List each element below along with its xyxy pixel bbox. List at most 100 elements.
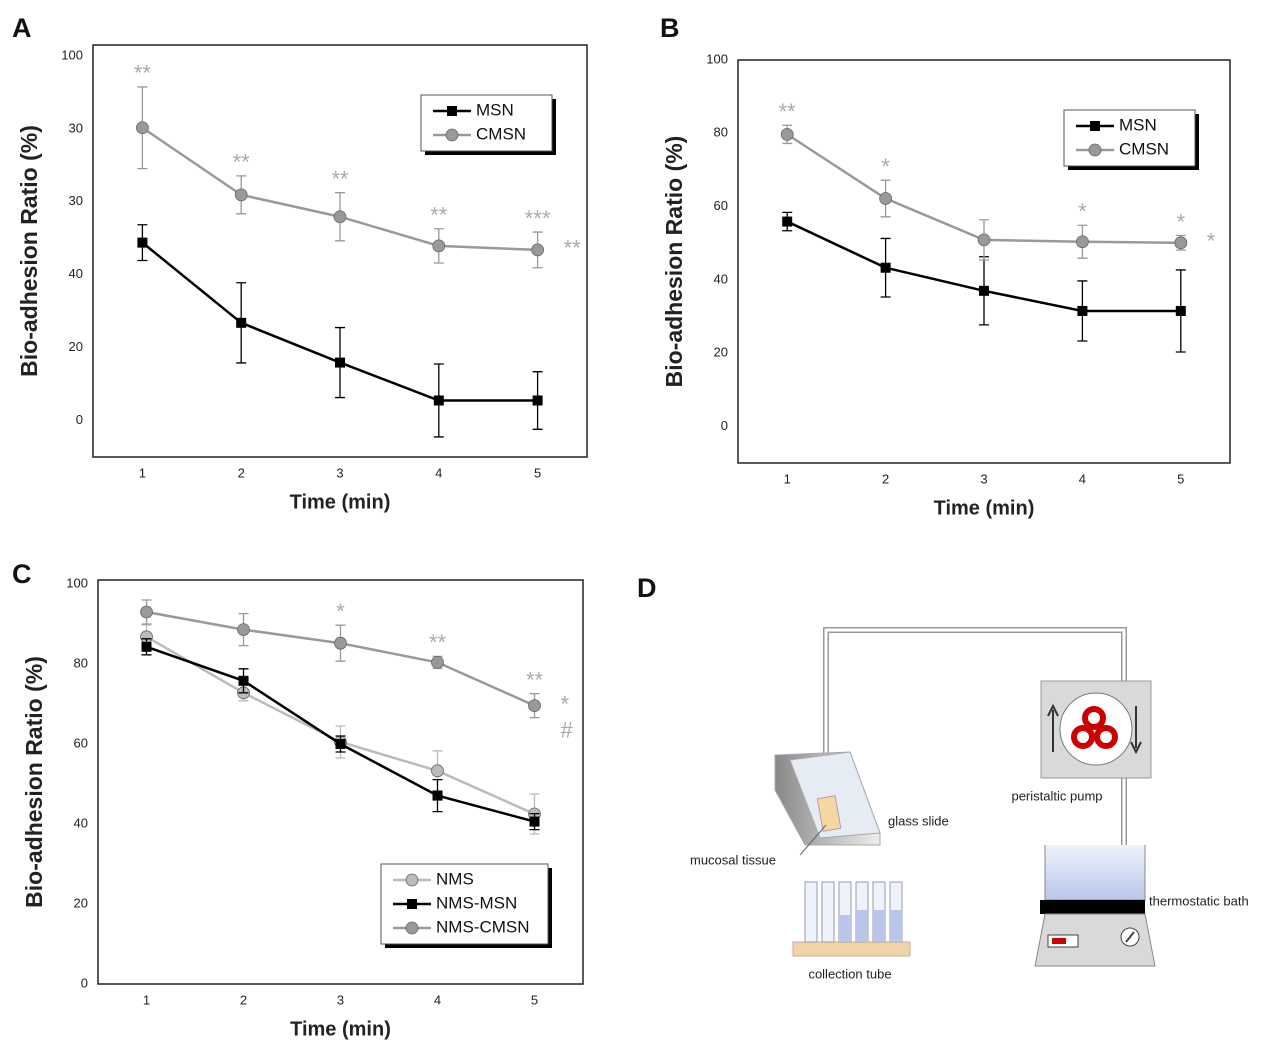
marker [782,216,793,227]
chart-panel: A 0 20 40 30 30 100 1 2 3 4 5 Bio-adhesion Ratio (%)… [12,13,588,513]
x-axis-label: Time (min) [934,497,1035,519]
panel-label: C [12,559,32,589]
x-tick-label: 3 [980,471,987,486]
marker [141,641,152,652]
y-tick-label: 100 [61,47,83,62]
marker [234,188,248,202]
y-tick-label: 40 [714,271,728,286]
display-light [1052,938,1066,944]
x-tick-label: 1 [784,471,791,486]
marker [1174,236,1188,250]
y-tick-label: 30 [69,193,83,208]
marker [432,239,446,253]
x-tick-label: 2 [238,465,245,480]
label: glass slide [888,813,949,828]
legend-label: MSN [476,100,514,119]
chart-panel: C 0 20 40 60 80 100 1 2 3 4 5 Bio-adhesion Ratio (%)… [12,559,584,1040]
liquid [890,910,902,942]
y-tick-label: 40 [74,815,88,830]
marker [236,317,247,328]
legend-label: NMS-CMSN [436,917,530,936]
significance-mark: * [1207,229,1216,254]
significance-mark: # [561,717,574,742]
glass-slide [789,751,881,839]
legend-marker [405,873,419,887]
significance-mark: * [1177,209,1186,234]
plot-frame [92,44,588,458]
marker [334,636,347,650]
marker [1077,305,1088,316]
roller [1094,725,1118,749]
rack [792,941,911,957]
liquid [873,910,885,942]
x-tick-label: 5 [534,465,541,480]
setup-diagram: D peristaltic pump glass slide mucosal t… [637,573,1249,981]
significance-mark: ** [430,203,448,228]
x-tick-label: 2 [240,992,247,1007]
legend-marker [1088,143,1102,157]
significance-mark: *** [525,206,551,231]
collection-tubes [792,881,911,957]
legend-label: NMS-MSN [436,893,517,912]
x-tick-label: 4 [1079,471,1086,486]
y-axis-label: Bio-adhesion Ratio (%) [16,125,42,377]
significance-mark: * [336,599,345,624]
bath-base [1034,913,1156,967]
x-tick-label: 1 [139,465,146,480]
legend-label: MSN [1119,115,1157,134]
marker [238,675,249,686]
marker [528,699,541,712]
legend-box [420,94,553,152]
y-tick-label: 40 [69,266,83,281]
marker [335,739,346,749]
label: collection tube [808,966,891,981]
marker [432,790,443,801]
legend-label: NMS [436,869,474,888]
y-axis-label: Bio-adhesion Ratio (%) [661,136,687,388]
legend-label: CMSN [476,124,526,143]
y-axis-label: Bio-adhesion Ratio (%) [21,656,47,908]
significance-mark: ** [429,630,447,655]
arrow-up [1047,703,1059,752]
x-axis-label: Time (min) [290,491,391,513]
marker [137,237,148,248]
legend-box [1063,109,1196,167]
x-tick-label: 4 [435,465,442,480]
marker [431,764,444,778]
arrow-down [1130,706,1142,755]
significance-mark: ** [233,150,251,175]
chart-panel: B 0 20 40 60 80 100 1 2 3 4 5 Bio-adhesion Ratio (%)… [660,13,1231,519]
y-tick-label: 100 [706,51,728,66]
marker [135,121,149,135]
bath-lid [1040,900,1145,914]
y-tick-label: 100 [66,575,88,590]
legend-marker [407,899,417,909]
significance-mark: * [881,154,890,179]
marker [532,395,543,406]
y-tick-label: 0 [76,412,83,427]
plot-frame [737,59,1231,464]
label: thermostatic bath [1149,893,1249,908]
liquid [839,915,851,942]
marker [531,243,544,257]
significance-mark: ** [331,166,349,191]
marker [237,623,250,636]
roller [1082,706,1106,730]
marker [977,233,991,247]
panel-label: D [637,573,657,603]
tube [804,881,818,943]
marker [880,262,891,273]
knob-mark [1125,931,1135,943]
pointer [799,824,827,856]
liquid [856,910,868,942]
y-tick-label: 0 [721,418,728,433]
x-tick-label: 5 [531,992,538,1007]
mucosal-tissue [816,795,842,832]
legend-marker [405,921,419,935]
significance-mark: ** [564,236,582,261]
y-tick-label: 0 [81,975,88,990]
tube [821,881,835,943]
x-axis-label: Time (min) [290,1018,391,1040]
y-tick-label: 30 [69,120,83,135]
